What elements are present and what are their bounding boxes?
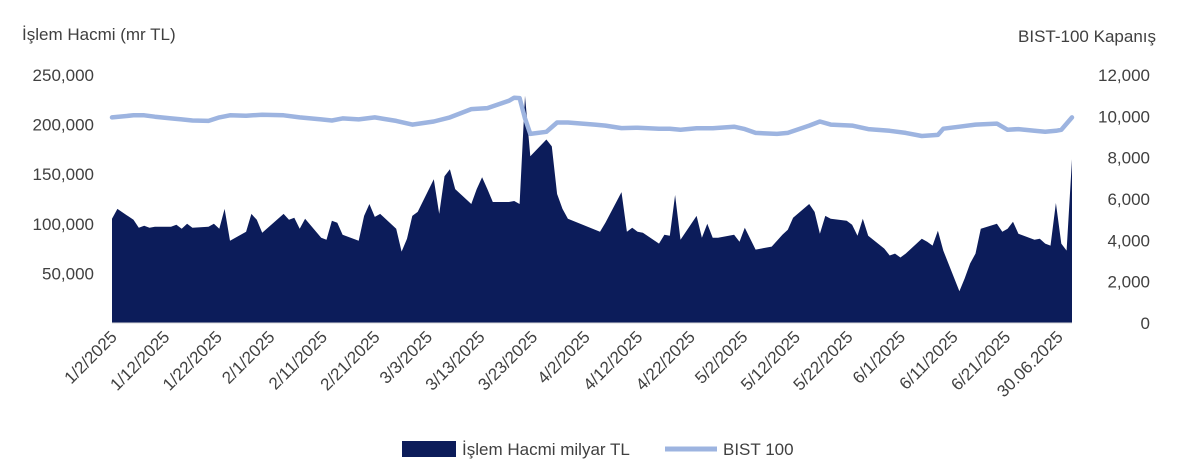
y-left-tick-label: 250,000	[33, 66, 94, 85]
y-left-axis-title: İşlem Hacmi (mr TL)	[22, 25, 176, 44]
y-right-tick-label: 2,000	[1107, 273, 1150, 292]
y-right-tick-label: 10,000	[1098, 107, 1150, 126]
legend: İşlem Hacmi milyar TL BIST 100	[402, 440, 794, 459]
y-right-tick-label: 6,000	[1107, 190, 1150, 209]
y-right-ticks: 12,000 10,000 8,000 6,000 4,000 2,000 0	[1098, 66, 1150, 333]
bist100-line	[109, 95, 1075, 139]
y-left-tick-label: 50,000	[42, 264, 94, 283]
legend-label-volume: İşlem Hacmi milyar TL	[462, 440, 630, 459]
y-left-tick-label: 100,000	[33, 215, 94, 234]
y-left-tick-label: 200,000	[33, 116, 94, 135]
y-right-tick-label: 4,000	[1107, 231, 1150, 250]
y-left-ticks: 250,000 200,000 150,000 100,000 50,000	[33, 66, 94, 283]
y-left-tick-label: 150,000	[33, 165, 94, 184]
y-right-tick-label: 8,000	[1107, 149, 1150, 168]
y-right-axis-title: BIST-100 Kapanış	[1018, 27, 1156, 46]
legend-label-bist100: BIST 100	[723, 440, 794, 459]
y-right-tick-label: 12,000	[1098, 66, 1150, 85]
legend-swatch-volume	[402, 441, 456, 457]
y-right-tick-label: 0	[1141, 314, 1150, 333]
volume-area	[112, 95, 1072, 323]
x-tick-labels: 1/2/20251/12/20251/22/20252/1/20252/11/2…	[61, 327, 1067, 401]
